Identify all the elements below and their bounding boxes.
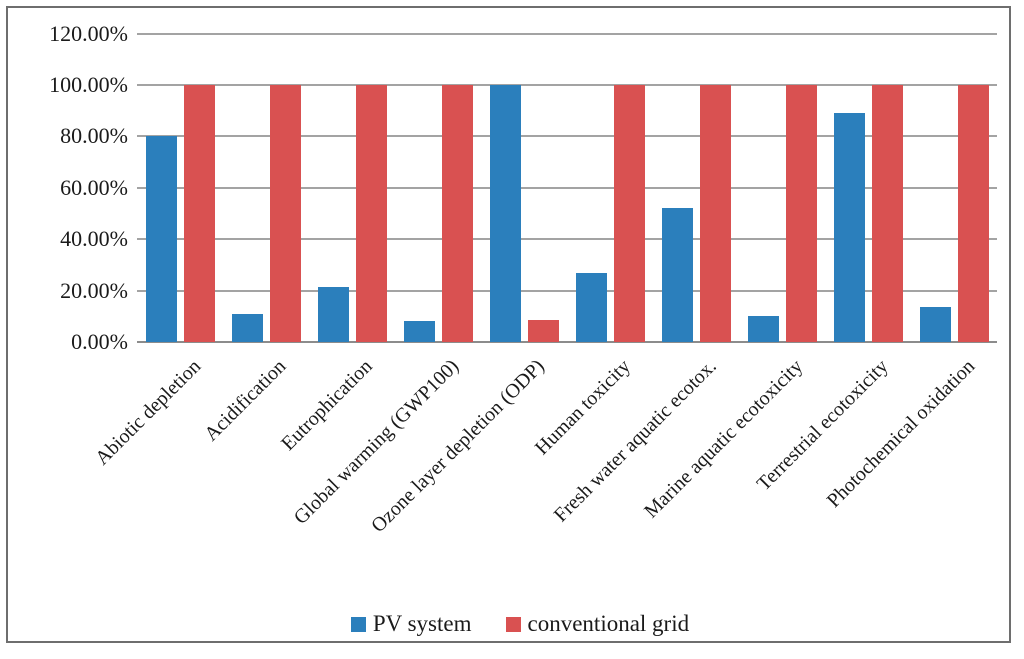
bar-conventional-grid: [957, 85, 989, 342]
gridline-80: [137, 135, 997, 138]
bar-pv-system: [403, 321, 435, 342]
bar-conventional-grid: [699, 85, 731, 342]
y-axis-tick-label: 100.00%: [49, 72, 128, 97]
x-axis-category-label: Marine aquatic ecotoxicity: [639, 355, 807, 523]
bar-conventional-grid: [441, 85, 473, 342]
legend-item-pv-system: PV system: [350, 611, 472, 637]
bar-pv-system: [833, 113, 865, 342]
bar-conventional-grid: [355, 85, 387, 342]
bar-pv-system: [919, 307, 951, 342]
y-axis-tick-label: 0.00%: [71, 329, 128, 354]
bar-conventional-grid: [527, 320, 559, 342]
x-axis-category-label: Fresh water aquatic ecotox.: [549, 355, 721, 527]
x-axis-category-label: Ozone layer depletion (ODP): [367, 355, 549, 537]
bar-conventional-grid: [183, 85, 215, 342]
y-axis-tick-label: 120.00%: [49, 20, 128, 46]
x-axis-category-label: Acidification: [200, 355, 291, 446]
bar-pv-system: [747, 316, 779, 342]
bar-pv-system: [231, 313, 263, 342]
x-axis-category-label: Photochemical oxidation: [822, 355, 979, 512]
bar-pv-system: [575, 272, 607, 342]
y-axis-tick-label: 20.00%: [60, 277, 128, 303]
plot-area: 0.00% 20.00% 40.00% 60.00% 80.00% 100.00% 120.…: [8, 8, 1009, 641]
chart-frame: 0.00% 20.00% 40.00% 60.00% 80.00% 100.00% 120.…: [6, 6, 1011, 643]
legend-label-pv-system: PV system: [372, 611, 472, 636]
conventional-grid-swatch-icon: [505, 616, 521, 632]
x-axis-category-label: Abiotic depletion: [90, 355, 205, 470]
y-axis-tick-label: 40.00%: [60, 226, 128, 252]
legend-label-conventional-grid: conventional grid: [527, 611, 690, 636]
gridline-120: [137, 32, 997, 35]
x-axis-line: [137, 341, 997, 343]
gridline-60: [137, 186, 997, 189]
x-axis-category-label: Eutrophication: [277, 355, 377, 455]
bar-pv-system: [317, 286, 349, 342]
bar-conventional-grid: [785, 85, 817, 342]
x-axis-category-label: Global warming (GWP100): [289, 355, 463, 529]
bar-pv-system: [489, 85, 521, 342]
legend: PV system conventional grid: [8, 611, 1024, 637]
bar-pv-system: [661, 208, 693, 342]
y-axis-tick-label: 80.00%: [60, 123, 128, 149]
bar-conventional-grid: [871, 85, 903, 342]
bar-pv-system: [145, 136, 177, 342]
gridline-100: [137, 84, 997, 86]
bar-conventional-grid: [269, 85, 301, 342]
gridline-20: [137, 289, 997, 292]
y-axis-tick-label: 60.00%: [60, 174, 128, 200]
pv-system-swatch-icon: [350, 616, 366, 632]
legend-item-conventional-grid: conventional grid: [505, 611, 690, 637]
gridline-40: [137, 238, 997, 241]
bar-conventional-grid: [613, 85, 645, 342]
